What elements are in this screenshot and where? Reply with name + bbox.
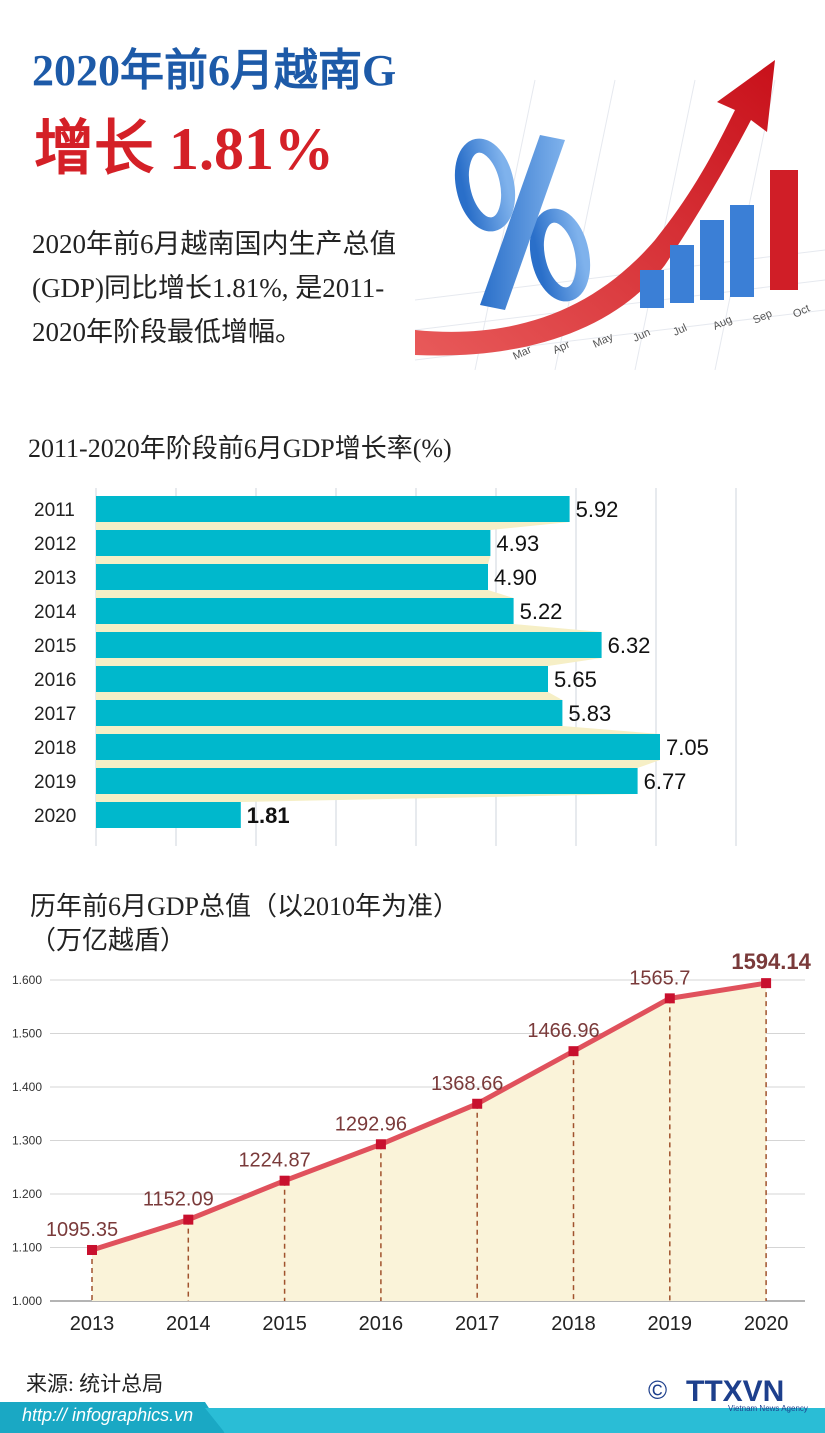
category-label: 2014 (34, 602, 77, 623)
intro-text: 2020年前6月越南国内生产总值(GDP)同比增长1.81%, 是2011-20… (32, 229, 397, 347)
data-label: 1368.66 (431, 1073, 503, 1095)
value-label: 6.77 (644, 769, 687, 794)
data-label: 1565.7 (629, 967, 690, 989)
y-tick-label: 1.300 (12, 1134, 42, 1148)
line-chart-unit: （万亿越盾） (30, 926, 187, 955)
data-point (375, 1139, 386, 1150)
bar-ribbon (96, 794, 638, 802)
data-point (87, 1244, 97, 1255)
y-tick-label: 1.100 (12, 1241, 42, 1255)
data-point (279, 1175, 290, 1186)
category-label: 2018 (34, 738, 76, 759)
category-label: 2013 (34, 568, 76, 589)
y-tick-label: 1.500 (12, 1027, 42, 1041)
x-tick-label: 2017 (455, 1313, 500, 1335)
x-tick-label: 2018 (551, 1313, 596, 1335)
data-point (664, 993, 675, 1004)
logo-subtitle: Vietnam News Agency (728, 1404, 808, 1413)
category-label: 2016 (34, 670, 76, 691)
arrow-icon (415, 60, 775, 356)
bar (96, 700, 563, 726)
bar-ribbon (96, 522, 570, 530)
bar (96, 632, 602, 658)
bar (96, 802, 241, 828)
mini-bars-icon (640, 170, 798, 308)
category-label: 2015 (34, 636, 76, 657)
data-label: 1466.96 (527, 1020, 599, 1042)
bar-ribbon (96, 556, 491, 564)
gdp-value-line-chart: 1.000 1.100 1.200 1.300 1.400 1.500 1.600 1095.… (12, 950, 812, 1335)
value-label: 4.93 (496, 531, 539, 556)
y-tick-label: 1.200 (12, 1187, 42, 1201)
bar-chart-title: 2011-2020年阶段前6月GDP增长率(%) (28, 434, 452, 463)
bar-ribbon (96, 726, 660, 734)
bar (96, 734, 660, 760)
y-tick-label: 1.000 (12, 1294, 42, 1308)
copyright-icon: © (648, 1375, 667, 1405)
y-tick-label: 1.400 (12, 1080, 42, 1094)
x-tick-label: 2013 (70, 1313, 115, 1335)
category-label: 2020 (34, 806, 76, 827)
data-label: 1224.87 (238, 1150, 310, 1172)
logo-wordmark: TTXVN (686, 1375, 784, 1408)
bar (96, 598, 514, 624)
x-tick-label: 2014 (166, 1313, 211, 1335)
bar-ribbon (96, 658, 602, 666)
data-point (183, 1214, 194, 1225)
footer-banner (0, 1402, 825, 1433)
value-label: 7.05 (666, 735, 709, 760)
series-line (91, 980, 767, 1253)
value-label: 5.22 (520, 599, 563, 624)
data-point (472, 1098, 483, 1109)
source-note: 来源: 统计总局 (26, 1372, 164, 1396)
percent-icon (454, 135, 591, 310)
category-label: 2019 (34, 772, 76, 793)
bar-ribbon (96, 624, 602, 632)
y-tick-label: 1.600 (12, 973, 42, 987)
x-tick-label: 2016 (359, 1313, 404, 1335)
value-label: 1.81 (247, 803, 290, 828)
bar (96, 564, 488, 590)
hero-month-label: Jul (671, 322, 689, 339)
line-chart-title: 历年前6月GDP总值（以2010年为准） (30, 892, 460, 921)
growth-illustration: Mar Apr May Jun Jul Aug Sep Oct (395, 40, 825, 370)
value-label: 5.65 (554, 667, 597, 692)
data-point (568, 1046, 579, 1057)
value-label: 5.83 (568, 701, 611, 726)
data-label: 1594.14 (731, 950, 811, 974)
data-label: 1152.09 (143, 1189, 214, 1211)
data-label: 1095.35 (46, 1219, 118, 1241)
bar-ribbon (96, 760, 660, 768)
bar (96, 496, 570, 522)
bar (96, 666, 548, 692)
page-title: 2020年前6月越南GDP (32, 46, 455, 95)
value-label: 5.92 (576, 497, 619, 522)
bar (96, 530, 491, 556)
category-label: 2017 (34, 704, 76, 725)
bar-ribbon (96, 692, 563, 700)
bar-ribbon (96, 590, 514, 598)
data-point (761, 978, 772, 989)
headline-growth: 增长 1.81% (34, 116, 334, 182)
ttxvn-logo: © TTXVN Vietnam News Agency (648, 1375, 808, 1413)
data-label: 1292.96 (335, 1113, 407, 1135)
value-label: 6.32 (608, 633, 651, 658)
bar (96, 768, 638, 794)
x-tick-label: 2019 (648, 1313, 693, 1335)
value-label: 4.90 (494, 565, 537, 590)
x-tick-label: 2015 (262, 1313, 307, 1335)
area-fill (92, 983, 767, 1301)
growth-rate-bar-chart: 2011 5.92 2012 4.93 2013 4.90 2014 5.22 2015 6.32… (34, 488, 737, 846)
category-label: 2012 (34, 534, 76, 555)
x-tick-label: 2020 (744, 1313, 789, 1335)
infographics-link[interactable]: http:// infographics.vn (22, 1405, 194, 1425)
category-label: 2011 (34, 500, 75, 521)
